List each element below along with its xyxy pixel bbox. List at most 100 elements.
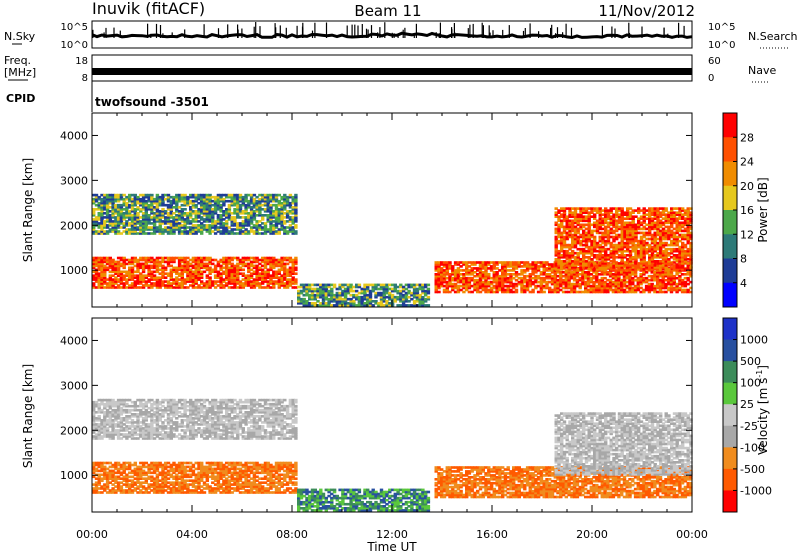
heatmap-cell	[291, 258, 295, 262]
heatmap-cell	[269, 218, 273, 221]
heatmap-cell	[136, 268, 140, 272]
heatmap-cell	[189, 201, 193, 205]
heatmap-cell	[180, 232, 184, 235]
heatmap-cell	[263, 199, 268, 203]
heatmap-cell	[103, 206, 107, 209]
heatmap-cell	[205, 226, 209, 229]
heatmap-cell	[249, 260, 254, 264]
heatmap-cell	[225, 212, 229, 215]
heatmap-cell	[247, 280, 251, 283]
heatmap-cell	[424, 283, 428, 287]
heatmap-cell	[567, 276, 571, 280]
heatmap-cell	[503, 261, 508, 264]
heatmap-cell	[180, 214, 184, 217]
heatmap-cell	[222, 212, 226, 215]
heatmap-cell	[377, 293, 381, 297]
heatmap-cell	[216, 226, 221, 229]
heatmap-cell	[230, 222, 234, 225]
heatmap-cell	[130, 266, 135, 270]
heatmap-cell	[189, 274, 193, 277]
heatmap-cell	[280, 262, 284, 266]
heatmap-cell	[227, 276, 232, 279]
heatmap-cell	[233, 222, 237, 225]
heatmap-cell	[128, 228, 132, 231]
heatmap-cell	[462, 273, 466, 276]
heatmap-cell	[495, 261, 499, 264]
heatmap-cell	[222, 210, 226, 213]
heatmap-cell	[421, 302, 425, 305]
heatmap-cell	[440, 271, 444, 274]
heatmap-cell	[285, 258, 290, 262]
heatmap-cell	[440, 269, 444, 272]
heatmap-cell	[119, 272, 124, 275]
heatmap-cell	[172, 228, 176, 231]
heatmap-cell	[177, 224, 182, 227]
heatmap-cell	[94, 222, 99, 225]
heatmap-cell	[399, 289, 403, 293]
heatmap-cell	[130, 284, 135, 287]
heatmap-cell	[266, 272, 270, 275]
heatmap-cell	[294, 206, 298, 209]
heatmap-cell	[172, 280, 176, 283]
heatmap-cell	[133, 216, 137, 219]
heatmap-cell	[274, 276, 279, 279]
heatmap-cell	[244, 203, 248, 207]
heatmap-cell	[445, 261, 449, 264]
heatmap-cell	[244, 256, 248, 260]
heatmap-cell	[183, 256, 187, 260]
heatmap-cell	[133, 195, 137, 199]
heatmap-cell	[360, 300, 364, 303]
heatmap-cell	[327, 291, 331, 295]
heatmap-cell	[152, 214, 157, 217]
heatmap-cell	[189, 216, 193, 219]
heatmap-cell	[534, 269, 538, 272]
heatmap-cell	[272, 280, 276, 283]
heatmap-cell	[194, 286, 198, 289]
heatmap-cell	[105, 214, 110, 217]
heatmap-cell	[122, 216, 126, 219]
heatmap-cell	[285, 232, 290, 235]
heatmap-cell	[227, 258, 232, 262]
heatmap-cell	[172, 224, 176, 227]
heatmap-cell	[133, 222, 137, 225]
heatmap-cell	[141, 197, 146, 201]
heatmap-cell	[133, 226, 137, 229]
heatmap-cell	[266, 210, 270, 213]
heatmap-cell	[119, 276, 124, 279]
heatmap-cell	[155, 260, 160, 264]
heatmap-cell	[180, 266, 184, 270]
heatmap-cell	[343, 293, 348, 297]
heatmap-cell	[308, 283, 312, 287]
heatmap-cell	[501, 278, 505, 282]
heatmap-cell	[476, 269, 480, 272]
heatmap-cell	[161, 216, 165, 219]
heatmap-cell	[97, 214, 101, 217]
heatmap-cell	[440, 273, 444, 276]
heatmap-cell	[525, 269, 530, 272]
heatmap-cell	[418, 293, 422, 297]
heatmap-cell	[266, 268, 270, 272]
heatmap-cell	[335, 293, 339, 297]
heatmap-cell	[501, 263, 505, 266]
heatmap-cell	[277, 210, 281, 213]
heatmap-cell	[255, 210, 259, 213]
heatmap-cell	[368, 300, 373, 303]
heatmap-cell	[205, 203, 209, 207]
heatmap-cell	[476, 274, 480, 278]
heatmap-cell	[177, 268, 182, 272]
heatmap-cell	[266, 258, 270, 262]
heatmap-cell	[103, 264, 107, 268]
heatmap-cell	[139, 201, 143, 205]
heatmap-cell	[177, 278, 182, 281]
heatmap-cell	[227, 210, 232, 213]
heatmap-cell	[103, 274, 107, 277]
heatmap-cell	[393, 295, 397, 299]
heatmap-cell	[128, 212, 132, 215]
heatmap-cell	[111, 220, 115, 223]
heatmap-cell	[478, 286, 483, 290]
heatmap-cell	[266, 286, 270, 289]
heatmap-cell	[434, 276, 438, 280]
heatmap-cell	[255, 260, 259, 264]
heatmap-cell	[152, 228, 157, 231]
heatmap-cell	[401, 297, 406, 301]
